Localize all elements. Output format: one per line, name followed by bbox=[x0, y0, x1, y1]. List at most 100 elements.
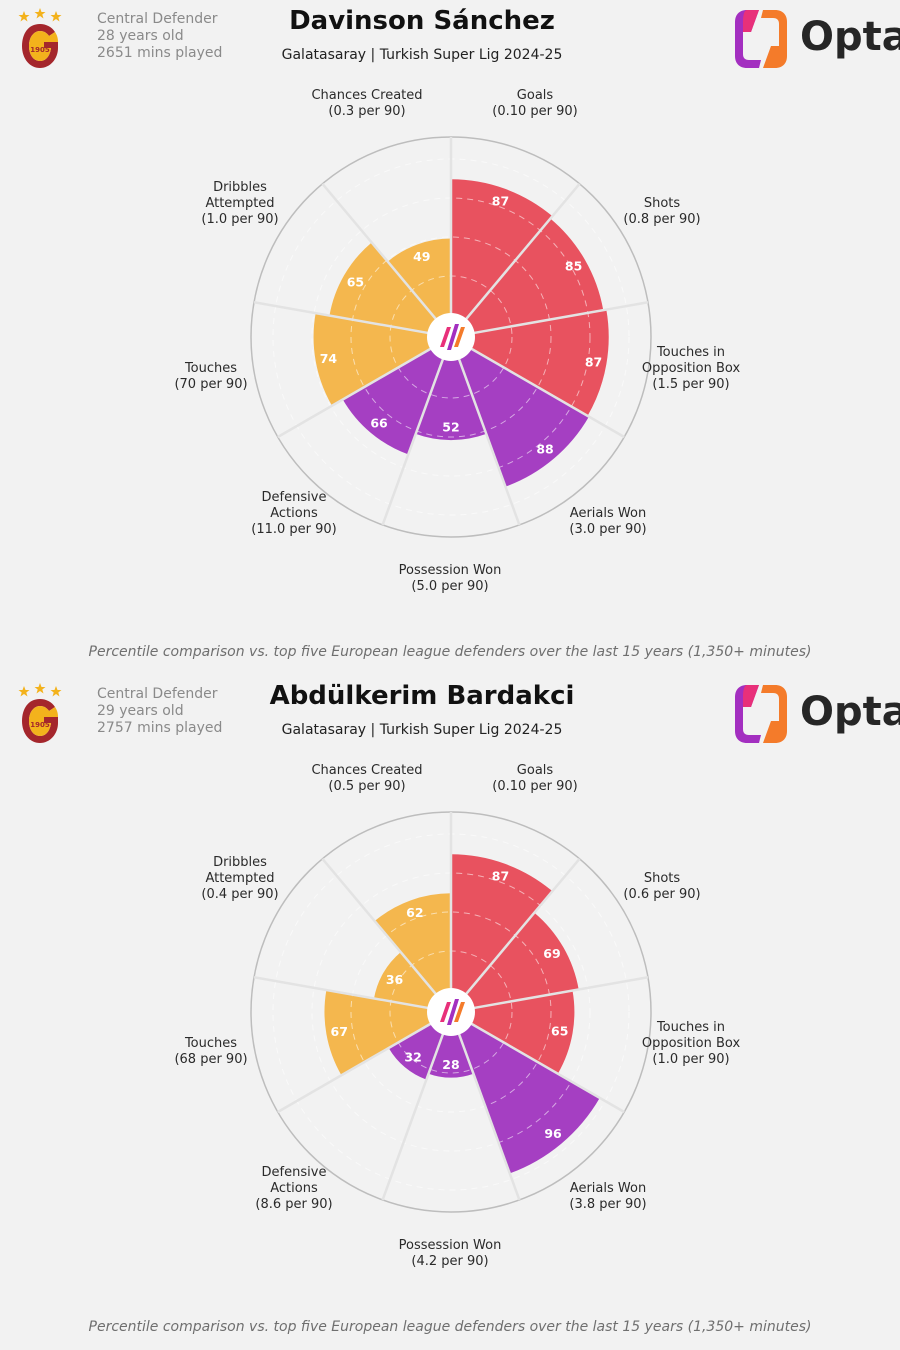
wedge-shots bbox=[465, 912, 579, 1009]
value-label: 65 bbox=[551, 1024, 568, 1039]
player-position: Central Defender bbox=[97, 686, 218, 702]
category-label: Aerials Won (3.8 per 90) bbox=[569, 1181, 646, 1212]
opta-wordmark: Opta bbox=[800, 14, 900, 60]
category-label: Shots (0.8 per 90) bbox=[623, 196, 700, 227]
wedge-dribbles-attempted bbox=[374, 952, 437, 1009]
wedge-touches bbox=[313, 313, 432, 406]
spoke bbox=[464, 182, 581, 321]
player-minutes: 2757 mins played bbox=[97, 720, 223, 736]
category-label: Dribbles Attempted (0.4 per 90) bbox=[201, 855, 278, 902]
value-label: 87 bbox=[492, 869, 509, 884]
grid-ring bbox=[350, 236, 552, 438]
value-label: 49 bbox=[413, 249, 430, 264]
category-label: Chances Created (0.5 per 90) bbox=[311, 763, 422, 794]
player-age: 29 years old bbox=[97, 703, 184, 719]
player-name: Davinson Sánchez bbox=[289, 6, 555, 36]
wedge-touches bbox=[324, 990, 432, 1076]
value-label: 85 bbox=[565, 259, 582, 274]
category-label: Defensive Actions (8.6 per 90) bbox=[255, 1165, 332, 1212]
value-label: 65 bbox=[347, 274, 364, 289]
value-label: 74 bbox=[320, 351, 338, 366]
galatasaray-crest-icon: 1905 bbox=[18, 683, 62, 743]
spoke bbox=[381, 357, 445, 526]
svg-text:1905: 1905 bbox=[30, 721, 50, 729]
radar-chart: 87 69 65 96 28 32 67 36 62 Goals (0.10 per 90) Shot… bbox=[174, 763, 741, 1269]
svg-text:1905: 1905 bbox=[30, 46, 50, 54]
wedge-possession-won bbox=[415, 357, 487, 441]
value-label: 62 bbox=[406, 905, 423, 920]
category-label: Dribbles Attempted (1.0 per 90) bbox=[201, 180, 278, 227]
wedge-touches-in-opposition-box bbox=[470, 990, 575, 1074]
opta-logo: Opta bbox=[733, 6, 900, 72]
wedge-chances-created bbox=[374, 893, 451, 996]
player-team-league: Galatasaray | Turkish Super Lig 2024-25 bbox=[281, 722, 563, 738]
wedge-goals bbox=[451, 179, 553, 321]
category-label: Goals (0.10 per 90) bbox=[492, 88, 578, 119]
category-label: Defensive Actions (11.0 per 90) bbox=[251, 490, 337, 537]
spoke bbox=[277, 1021, 433, 1114]
player-name: Abdülkerim Bardakci bbox=[269, 681, 575, 711]
galatasaray-crest-icon: 1905 bbox=[18, 8, 62, 68]
player-team-league: Galatasaray | Turkish Super Lig 2024-25 bbox=[281, 47, 563, 63]
value-label: 87 bbox=[492, 194, 509, 209]
wedge-defensive-actions bbox=[388, 1023, 444, 1080]
wedge-defensive-actions bbox=[342, 348, 444, 455]
spoke bbox=[472, 976, 649, 1010]
value-label: 67 bbox=[331, 1024, 348, 1039]
player-meta: Central Defender 29 years old 2757 mins … bbox=[97, 686, 222, 737]
spoke bbox=[469, 346, 625, 439]
player-panel-bardakci: 1905 Central Defender 29 years old 2757 … bbox=[0, 675, 900, 1350]
center-opta-icon bbox=[440, 324, 465, 350]
player-panel-sanchez: 1905 Central Defender 28 years old 2651 … bbox=[18, 6, 900, 660]
value-label: 52 bbox=[442, 420, 459, 435]
value-label: 66 bbox=[370, 415, 388, 430]
player-meta: Central Defender 28 years old 2651 mins … bbox=[97, 11, 222, 62]
spoke bbox=[472, 301, 649, 335]
spoke bbox=[253, 301, 430, 335]
opta-wordmark: Opta bbox=[800, 689, 900, 735]
spoke bbox=[381, 1032, 445, 1201]
spoke bbox=[321, 182, 438, 321]
player-minutes: 2651 mins played bbox=[97, 45, 223, 61]
spoke bbox=[253, 976, 430, 1010]
opta-mark-icon bbox=[735, 685, 787, 743]
category-label: Touches (68 per 90) bbox=[174, 1036, 247, 1067]
wedge-dribbles-attempted bbox=[329, 242, 437, 334]
wedge-chances-created bbox=[387, 238, 451, 321]
category-label: Aerials Won (3.0 per 90) bbox=[569, 506, 646, 537]
grid-ring bbox=[350, 911, 552, 1113]
value-label: 96 bbox=[544, 1126, 562, 1141]
wedge-aerials-won bbox=[458, 1023, 600, 1174]
value-label: 69 bbox=[543, 946, 560, 961]
value-label: 28 bbox=[442, 1057, 459, 1072]
value-label: 36 bbox=[386, 972, 404, 987]
chart-footnote: Percentile comparison vs. top five Europ… bbox=[88, 1319, 812, 1335]
spoke bbox=[457, 1032, 521, 1201]
opta-logo: Opta bbox=[733, 681, 900, 747]
chart-footnote: Percentile comparison vs. top five Europ… bbox=[88, 644, 812, 660]
spoke bbox=[277, 346, 433, 439]
value-label: 87 bbox=[585, 355, 602, 370]
category-label: Touches in Opposition Box (1.5 per 90) bbox=[642, 345, 741, 392]
category-label: Chances Created (0.3 per 90) bbox=[311, 88, 422, 119]
value-label: 32 bbox=[404, 1050, 421, 1065]
category-label: Possession Won (4.2 per 90) bbox=[399, 1238, 502, 1269]
spoke bbox=[464, 857, 581, 996]
wedge-aerials-won bbox=[458, 348, 589, 487]
spoke bbox=[469, 1021, 625, 1114]
player-age: 28 years old bbox=[97, 28, 184, 44]
category-label: Goals (0.10 per 90) bbox=[492, 763, 578, 794]
category-label: Shots (0.6 per 90) bbox=[623, 871, 700, 902]
center-opta-icon bbox=[440, 999, 465, 1025]
player-position: Central Defender bbox=[97, 11, 218, 27]
opta-mark-icon bbox=[735, 10, 787, 68]
category-label: Touches (70 per 90) bbox=[174, 361, 247, 392]
value-label: 88 bbox=[536, 442, 553, 457]
wedge-goals bbox=[451, 854, 553, 996]
spoke bbox=[321, 857, 438, 996]
wedge-shots bbox=[465, 218, 604, 334]
radar-chart: 87 85 87 88 52 66 74 65 49 Goals (0.10 per 90) Shot… bbox=[174, 88, 741, 594]
spoke bbox=[457, 357, 521, 526]
category-label: Touches in Opposition Box (1.0 per 90) bbox=[642, 1020, 741, 1067]
wedge-touches-in-opposition-box bbox=[470, 309, 609, 416]
